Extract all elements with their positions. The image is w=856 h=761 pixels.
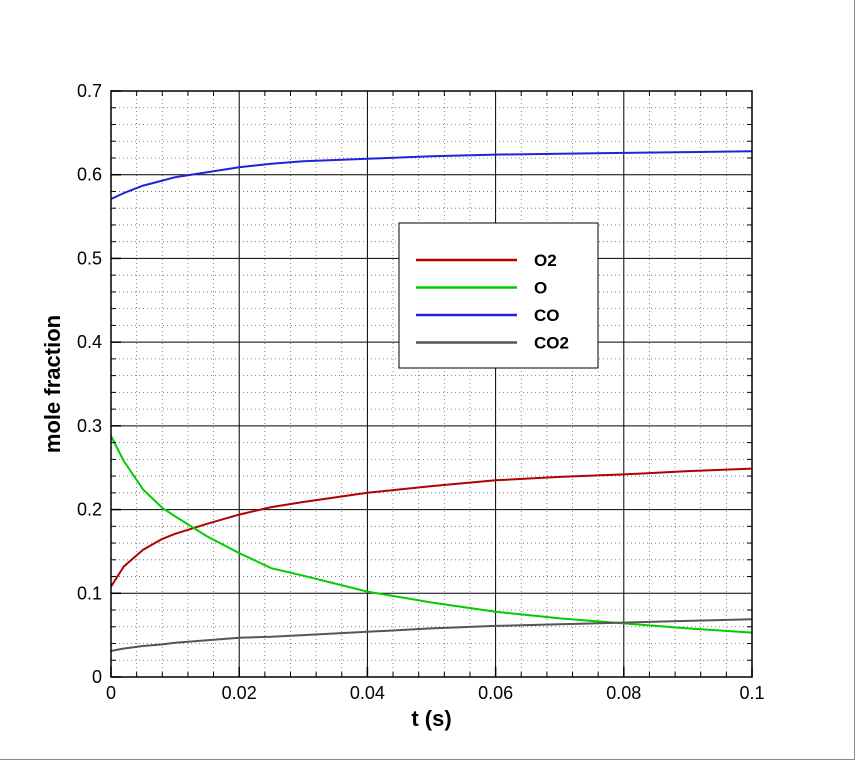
y-tick-label: 0.4 — [77, 332, 102, 352]
y-tick-label: 0 — [92, 667, 102, 687]
series-line-o2 — [110, 467, 753, 588]
x-axis-tick-labels: 0 0.02 0.04 0.06 0.08 0.1 — [106, 683, 765, 703]
y-tick-label: 0.1 — [77, 583, 102, 603]
x-tick-label: 0.06 — [478, 683, 513, 703]
minor-grid — [111, 91, 752, 677]
y-tick-label: 0.2 — [77, 500, 102, 520]
legend-label-co: CO — [534, 306, 560, 325]
series-line-co — [110, 150, 753, 200]
x-tick-label: 0.02 — [222, 683, 257, 703]
major-grid — [111, 91, 752, 677]
x-tick-label: 0 — [106, 683, 116, 703]
series-line-co2 — [110, 618, 753, 652]
y-tick-label: 0.5 — [77, 248, 102, 268]
y-axis-title: mole fraction — [40, 315, 65, 453]
x-tick-label: 0.04 — [350, 683, 385, 703]
axis-ticks — [110, 90, 753, 678]
legend-label-co2: CO2 — [534, 334, 569, 353]
legend-label-o: O — [534, 279, 547, 298]
legend: O2 O CO CO2 — [398, 222, 599, 369]
x-axis-title: t (s) — [411, 706, 451, 731]
y-tick-label: 0.6 — [77, 165, 102, 185]
y-axis-tick-labels: 0 0.1 0.2 0.3 0.4 0.5 0.6 0.7 — [77, 81, 102, 687]
y-tick-label: 0.3 — [77, 416, 102, 436]
x-tick-label: 0.1 — [739, 683, 764, 703]
x-tick-label: 0.08 — [606, 683, 641, 703]
legend-box — [398, 222, 599, 369]
legend-label-o2: O2 — [534, 251, 557, 270]
series-line-o — [110, 435, 753, 634]
y-tick-label: 0.7 — [77, 81, 102, 101]
series-layer — [110, 150, 753, 652]
plot-border — [110, 90, 753, 678]
